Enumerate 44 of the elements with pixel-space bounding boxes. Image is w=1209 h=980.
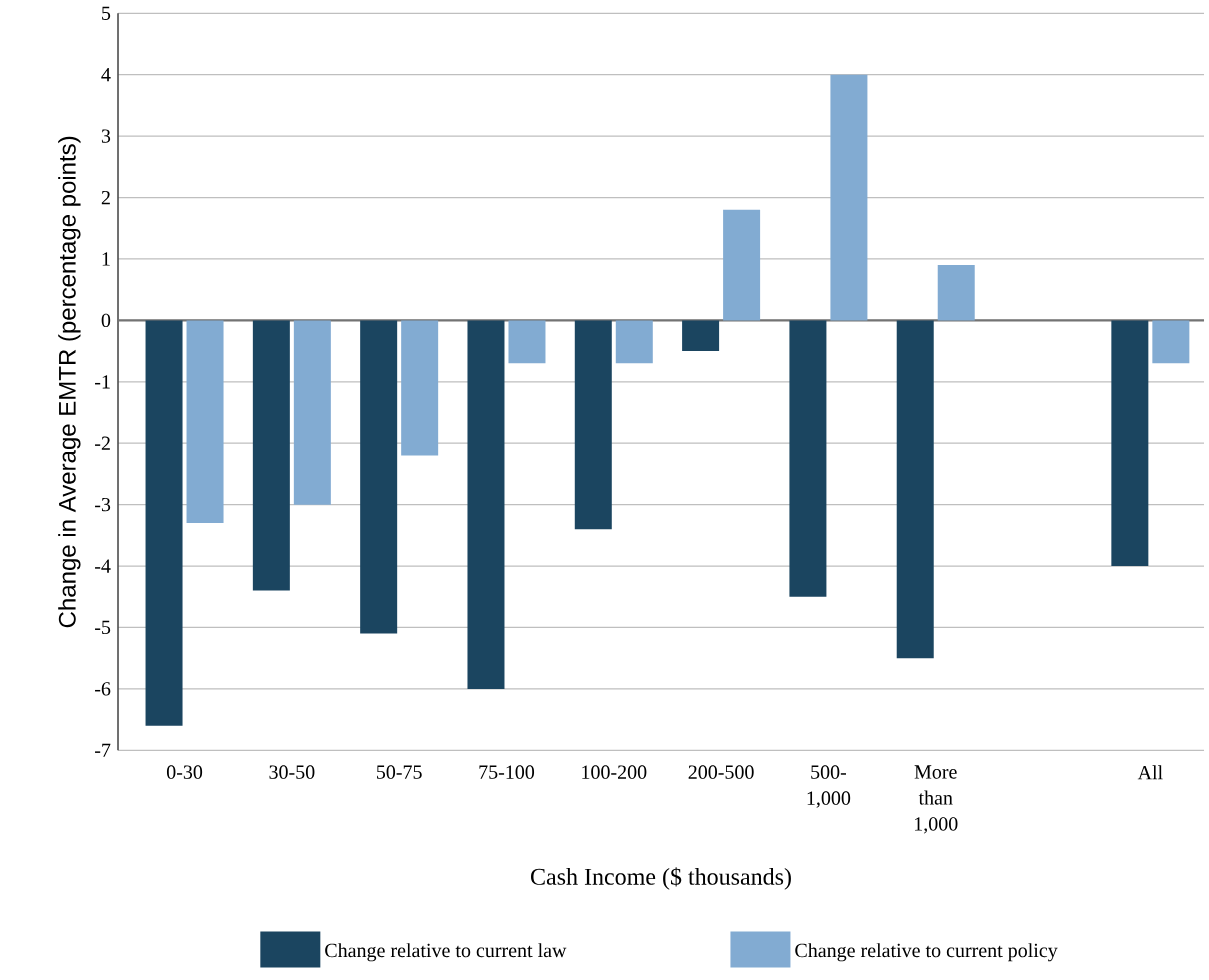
y-tick-label: -5 <box>95 620 111 634</box>
x-tick-label: All <box>1137 765 1163 780</box>
bar <box>896 320 934 659</box>
bar <box>682 320 720 351</box>
bar <box>615 320 653 364</box>
x-tick-label: 100-200 <box>582 765 647 779</box>
bar <box>508 320 546 364</box>
y-tick-label: 3 <box>101 129 111 143</box>
x-axis-title: Cash Income ($ thousands) <box>531 867 791 890</box>
bar <box>830 74 868 321</box>
legend-label: Change relative to current policy <box>795 942 1058 962</box>
y-tick-label: -2 <box>95 436 110 450</box>
bar <box>1111 320 1149 566</box>
y-tick-label: -6 <box>95 682 111 696</box>
bar <box>145 320 183 726</box>
x-tick-label: 0-30 <box>166 765 203 779</box>
bar <box>1152 320 1190 364</box>
y-tick-label: -1 <box>95 375 110 389</box>
bar <box>401 320 439 456</box>
y-tick-label: 2 <box>101 190 110 205</box>
x-tick-label: 75-100 <box>479 765 535 779</box>
legend-label: Change relative to current law <box>325 942 567 962</box>
y-tick-label: -7 <box>95 743 111 757</box>
bar <box>937 264 975 321</box>
y-tick-label: 1 <box>102 252 110 266</box>
x-tick-label: 500-1,000 <box>807 765 851 808</box>
y-axis-title: Change in Average EMTR (percentage points) <box>58 136 81 628</box>
y-tick-label: 0 <box>101 313 111 327</box>
bar <box>723 209 761 321</box>
y-tick-label: 4 <box>101 67 111 82</box>
y-tick-label: -4 <box>95 559 111 573</box>
bar <box>360 320 398 634</box>
x-tick-label: More than 1,000 <box>914 765 958 834</box>
bar <box>186 320 224 523</box>
y-tick-label: 5 <box>102 6 111 20</box>
x-tick-label: 50-75 <box>377 765 422 779</box>
x-tick-label: 200-500 <box>688 765 754 779</box>
y-tick-label: -3 <box>95 497 111 512</box>
x-tick-label: 30-50 <box>269 765 315 779</box>
bar <box>252 320 290 591</box>
bar <box>574 320 612 530</box>
bar <box>293 320 331 505</box>
bar <box>467 320 505 689</box>
bar <box>789 320 827 597</box>
